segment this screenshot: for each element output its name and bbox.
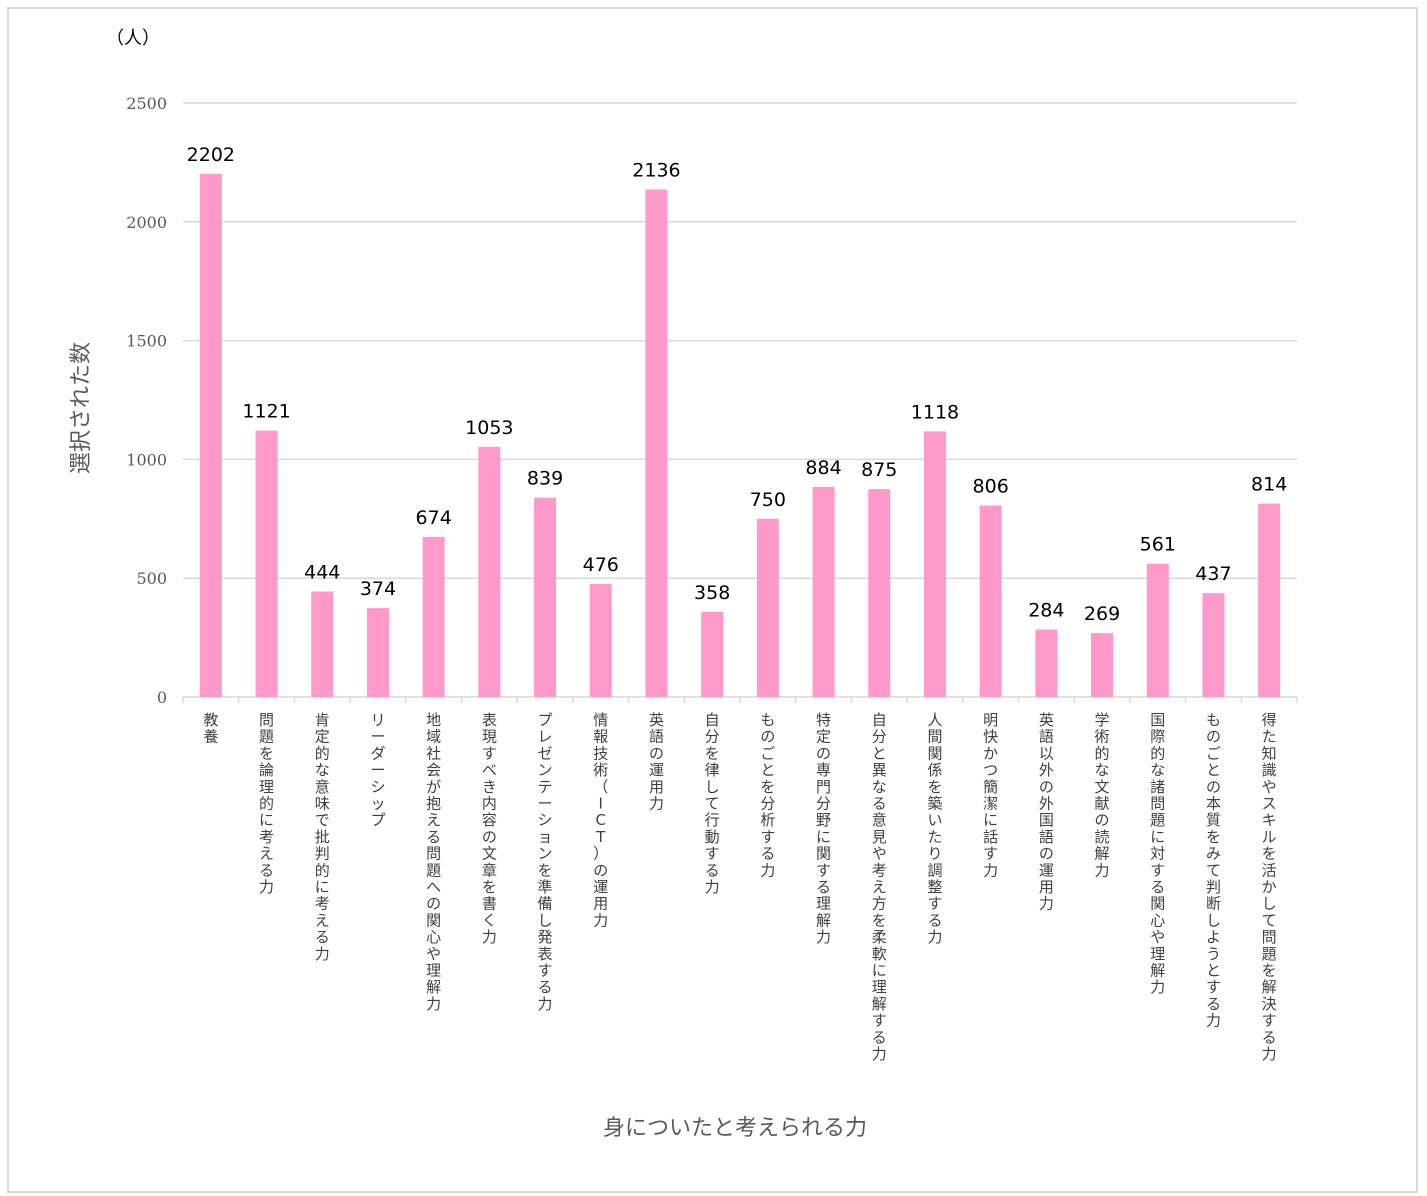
category-label: プレゼンテーションを準備し発表する力	[538, 711, 553, 1013]
chart-frame	[7, 7, 1418, 1193]
category-label: 国際的な諸問題に対する関心や理解力	[1150, 711, 1165, 996]
bar	[645, 189, 668, 698]
bar	[1035, 629, 1058, 697]
category-label: 英語以外の外国語の運用力	[1039, 711, 1054, 913]
category-label: 得た知識やスキルを活かして問題を解決する力	[1262, 711, 1277, 1063]
bar	[923, 431, 946, 697]
category-label: 教養	[203, 711, 218, 746]
bar	[1091, 633, 1114, 697]
unit-label: （人）	[106, 28, 160, 49]
category-label: 自分と異なる意見や考え方を柔軟に理解する力	[872, 711, 887, 1063]
bar	[422, 536, 445, 697]
bar	[1202, 593, 1225, 697]
bar	[756, 518, 779, 697]
bar	[812, 486, 835, 697]
data-label: 374	[360, 578, 396, 600]
data-label: 476	[583, 554, 619, 576]
data-label: 884	[805, 457, 841, 479]
data-label: 284	[1028, 600, 1064, 622]
category-label: 表現すべき内容の文章を書く力	[482, 711, 497, 946]
bar	[199, 173, 222, 697]
data-label: 1121	[242, 401, 290, 423]
category-label: 情報技術（ I C T ）の運用力	[593, 711, 608, 929]
category-label: 英語の運用力	[649, 711, 664, 813]
bar	[1146, 563, 1169, 697]
bar	[868, 489, 891, 697]
y-axis-title: 選択された数	[69, 342, 94, 474]
data-label: 839	[527, 468, 563, 490]
category-label: 地域社会が抱える問題への関心や理解力	[426, 711, 441, 1013]
category-label: ものごとの本質をみて判断しようとする力	[1206, 711, 1221, 1030]
bar	[478, 446, 501, 697]
x-axis-title: 身についたと考えられる力	[603, 1116, 867, 1141]
y-tick-label: 1000	[126, 450, 167, 469]
category-label: リーダーシップ	[370, 711, 385, 829]
data-labels: 2202 1121 444 374 674 1053 839 476 2136 358 750 884…	[187, 144, 1288, 625]
data-label: 875	[861, 459, 897, 481]
data-label: 444	[304, 562, 340, 584]
data-label: 806	[973, 475, 1009, 497]
y-tick-label: 1500	[126, 332, 167, 351]
y-tick-label: 500	[136, 569, 167, 588]
data-label: 1053	[465, 417, 513, 439]
data-label: 1118	[911, 401, 959, 423]
bar	[366, 608, 389, 697]
category-label: 人間関係を築いたり調整する力	[927, 711, 942, 946]
data-label: 674	[416, 507, 452, 529]
bar	[1258, 503, 1281, 697]
category-label: 学術的な文献の読解力	[1095, 711, 1110, 879]
category-label: 特定の専門分野に関する理解力	[816, 711, 831, 946]
bars	[199, 173, 1281, 698]
data-label: 814	[1251, 474, 1287, 496]
category-label: ものごとを分析する力	[760, 711, 775, 879]
data-label: 437	[1195, 563, 1231, 585]
category-label: 自分を律して行動する力	[705, 711, 720, 896]
y-axis-ticks: 0 500 1000 1500 2000 2500	[126, 94, 167, 707]
y-tick-label: 2500	[126, 94, 167, 113]
bar	[255, 430, 278, 697]
y-tick-label: 2000	[126, 213, 167, 232]
category-label: 肯定的な意味で批判的に考える力	[315, 711, 330, 963]
data-label: 358	[694, 582, 730, 604]
data-label: 750	[750, 489, 786, 511]
bar	[311, 591, 334, 697]
data-label: 2202	[187, 144, 235, 166]
bar	[979, 505, 1002, 697]
bar	[534, 497, 557, 697]
category-labels: 教養 問題を論理的に考える力 肯定的な意味で批判的に考える力 リーダーシップ 地域社会が…	[203, 711, 1276, 1063]
y-tick-label: 0	[157, 688, 167, 707]
bar	[589, 583, 612, 697]
bar	[701, 611, 724, 697]
data-label: 2136	[632, 159, 680, 181]
category-label: 明快かつ簡潔に話す力	[983, 711, 998, 879]
category-label: 問題を論理的に考える力	[259, 711, 274, 896]
data-label: 269	[1084, 603, 1120, 625]
data-label: 561	[1140, 534, 1176, 556]
gridlines	[182, 102, 1298, 703]
